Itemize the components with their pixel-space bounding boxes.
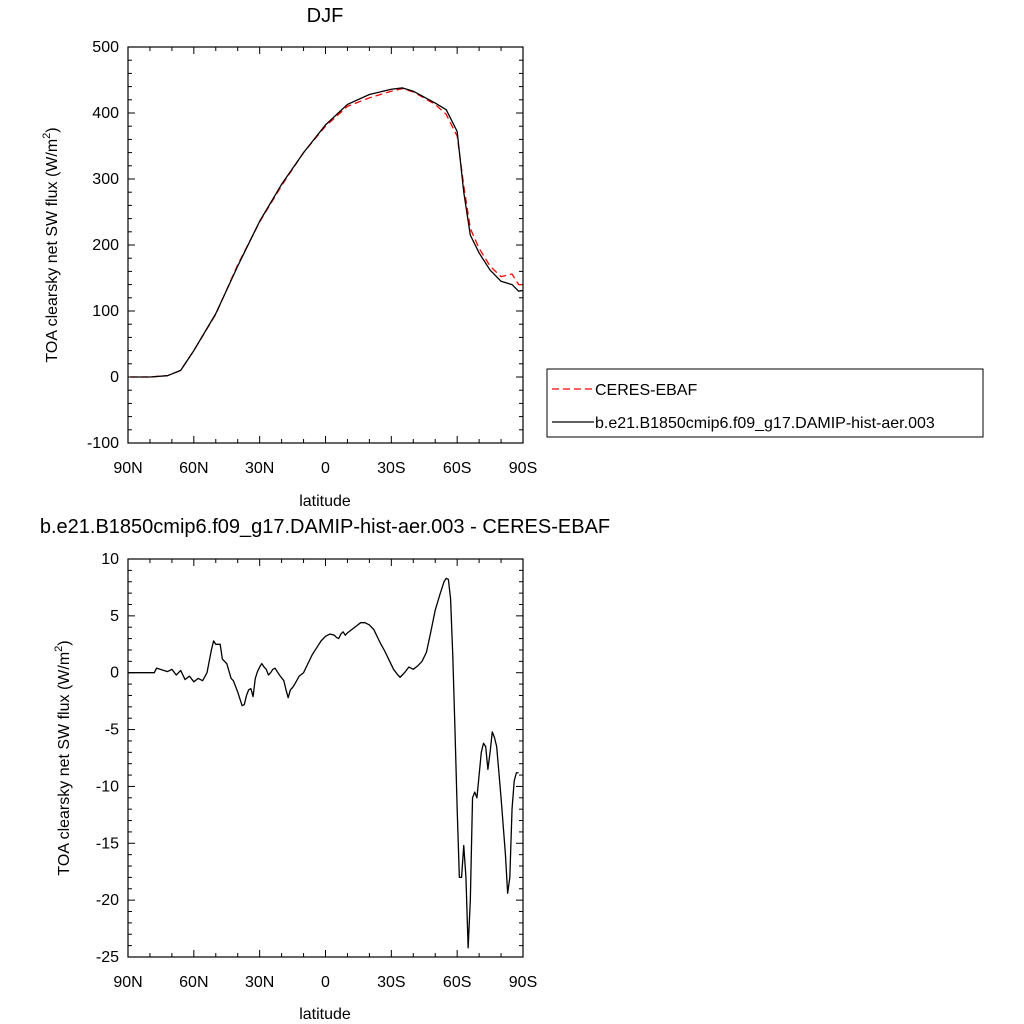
legend-box: [546, 368, 984, 438]
legend: CERES-EBAF b.e21.B1850cmip6.f09_g17.DAMI…: [546, 368, 984, 438]
top-ytick-label: 500: [92, 39, 119, 56]
bottom-ytick-label: 5: [110, 608, 119, 625]
bottom-x-tick-labels: 90N 60N 30N 0 30S 60S 90S: [113, 974, 537, 991]
top-y-axis-label: TOA clearsky net SW flux (W/m2): [41, 127, 61, 362]
bottom-ytick-label: -5: [105, 722, 119, 739]
top-ytick-label: 100: [92, 303, 119, 320]
bottom-xtick-label: 90S: [509, 974, 537, 991]
top-series-lines: [130, 87, 524, 378]
top-x-axis-label: latitude: [299, 493, 351, 510]
bottom-y-axis-label-main: TOA clearsky net SW flux (W/m: [56, 652, 73, 876]
bottom-y-tick-labels: -25 -20 -15 -10 -5 0 5 10: [96, 551, 119, 966]
top-series-line-0: [130, 87, 523, 378]
top-chart-title: DJF: [307, 5, 344, 27]
top-ytick-label: 300: [92, 171, 119, 188]
bottom-xtick-label: 60N: [179, 974, 208, 991]
bottom-ytick-label: 10: [101, 551, 119, 568]
bottom-y-axis-label-close: ): [56, 640, 73, 645]
top-y-axis-label-sup: 2: [41, 133, 53, 139]
top-xtick-label: 90N: [113, 460, 142, 477]
bottom-ytick-label: -25: [96, 949, 119, 966]
top-plot-frame: [127, 46, 524, 444]
bottom-y-axis-label-sup: 2: [53, 646, 65, 652]
top-xtick-label: 60S: [443, 460, 471, 477]
bottom-panel: b.e21.B1850cmip6.f09_g17.DAMIP-hist-aer.…: [40, 516, 610, 1023]
top-series-line-1: [130, 87, 524, 378]
top-y-axis-label-close: ): [44, 127, 61, 132]
top-ytick-label: 0: [110, 369, 119, 386]
bottom-plot-frame: [127, 558, 524, 958]
top-xtick-label: 60N: [179, 460, 208, 477]
bottom-xtick-label: 30N: [245, 974, 274, 991]
top-xtick-label: 30S: [377, 460, 405, 477]
top-tick-marks: [127, 46, 524, 444]
bottom-xtick-label: 0: [321, 974, 330, 991]
top-ytick-label: 200: [92, 237, 119, 254]
top-ytick-label: 400: [92, 105, 119, 122]
bottom-series-line-0: [128, 577, 519, 949]
bottom-series-lines: [128, 577, 519, 949]
bottom-ytick-label: 0: [110, 665, 119, 682]
top-x-tick-labels: 90N 60N 30N 0 30S 60S 90S: [113, 460, 537, 477]
bottom-xtick-label: 60S: [443, 974, 471, 991]
legend-label-ceres: CERES-EBAF: [595, 382, 697, 399]
top-panel: DJF -100 0 100 200 300 400 500 90N 60N 30N 0 30S 60…: [41, 5, 537, 510]
bottom-xtick-label: 90N: [113, 974, 142, 991]
bottom-ytick-label: -15: [96, 835, 119, 852]
top-y-tick-labels: -100 0 100 200 300 400 500: [87, 39, 119, 452]
bottom-chart-title: b.e21.B1850cmip6.f09_g17.DAMIP-hist-aer.…: [40, 516, 610, 538]
bottom-ytick-label: -10: [96, 778, 119, 795]
top-xtick-label: 30N: [245, 460, 274, 477]
top-xtick-label: 0: [321, 460, 330, 477]
legend-label-model: b.e21.B1850cmip6.f09_g17.DAMIP-hist-aer.…: [595, 415, 935, 432]
bottom-x-axis-label: latitude: [299, 1006, 351, 1023]
bottom-xtick-label: 30S: [377, 974, 405, 991]
top-xtick-label: 90S: [509, 460, 537, 477]
top-ytick-label: -100: [87, 435, 119, 452]
bottom-tick-marks: [127, 558, 524, 958]
top-y-axis-label-main: TOA clearsky net SW flux (W/m: [44, 139, 61, 363]
bottom-ytick-label: -20: [96, 892, 119, 909]
bottom-y-axis-label: TOA clearsky net SW flux (W/m2): [53, 640, 73, 875]
